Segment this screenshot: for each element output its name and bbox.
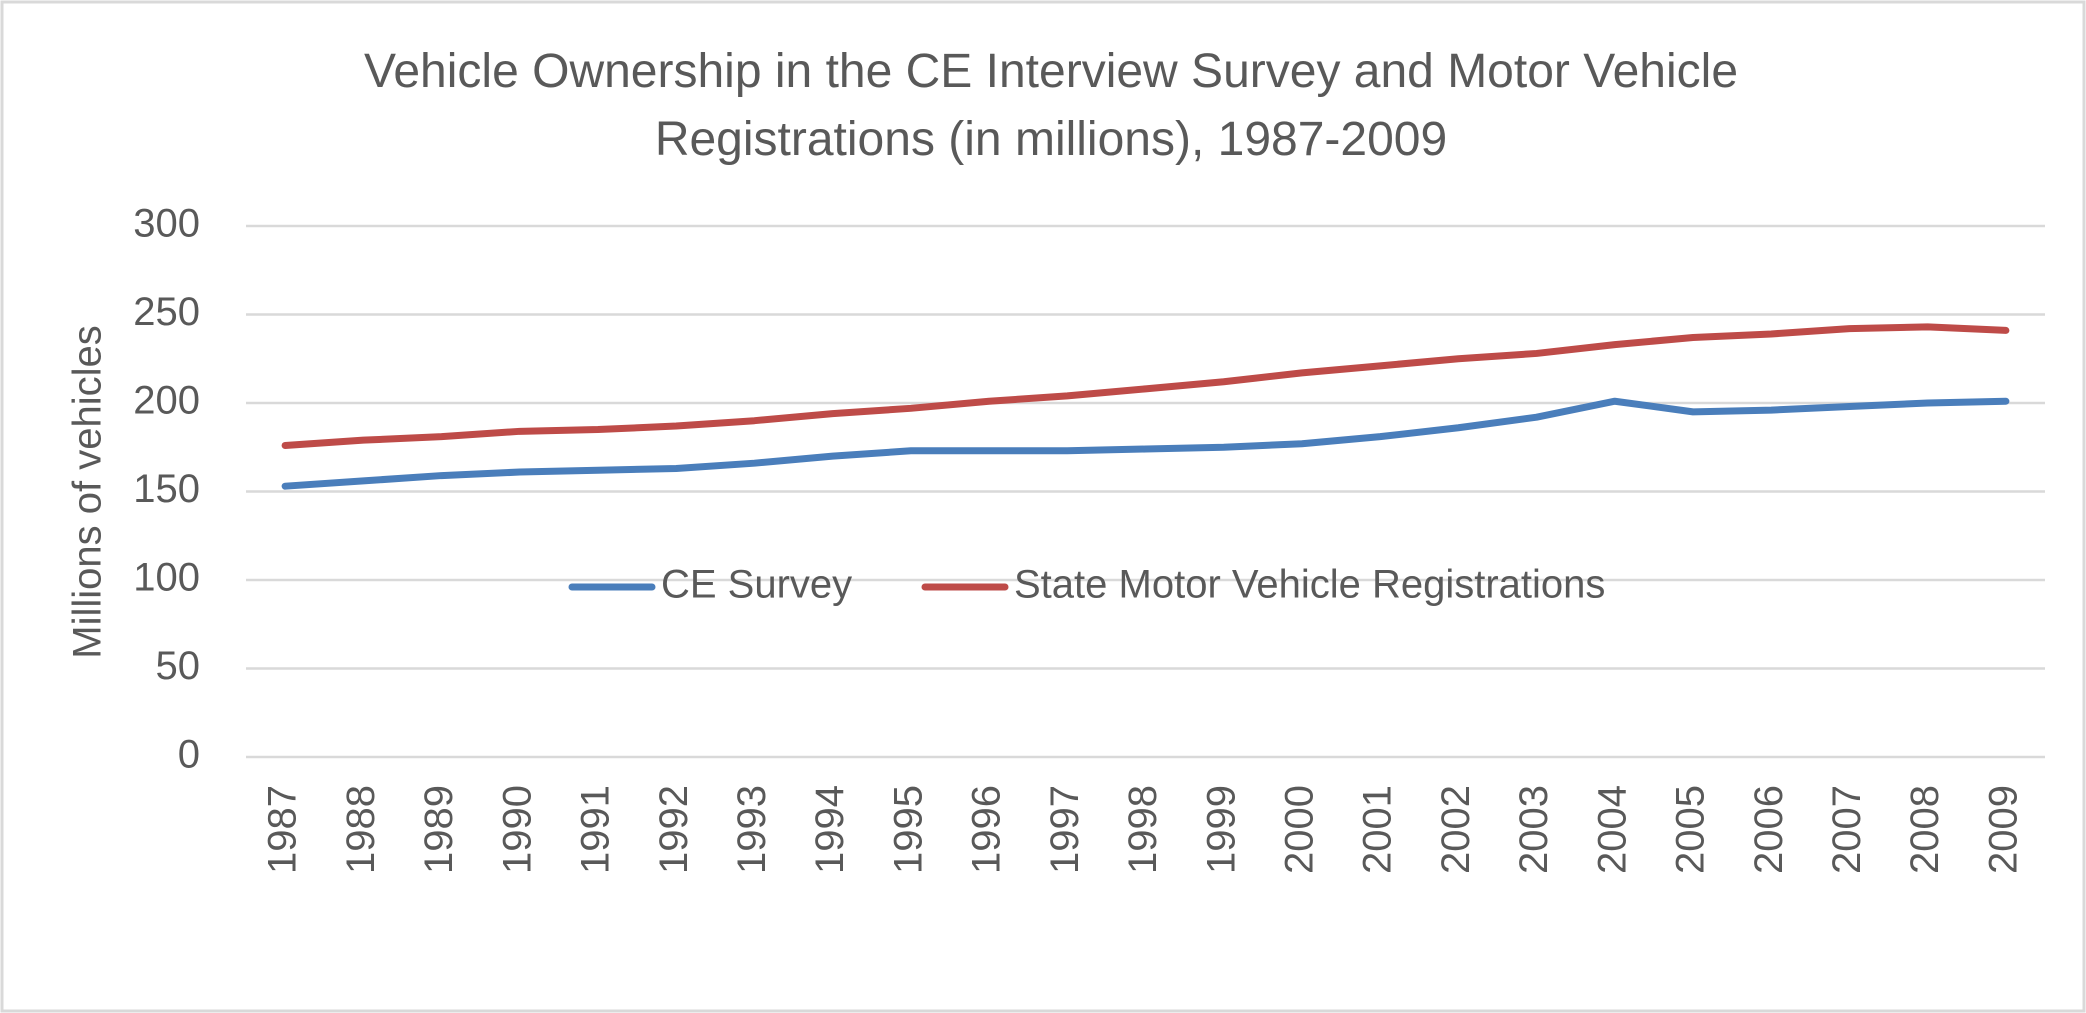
x-tick-label: 1997 — [1043, 785, 1087, 874]
line-series — [281, 397, 2010, 490]
line-series — [281, 323, 2010, 449]
x-tick-label: 1989 — [417, 785, 461, 874]
y-tick-label: 0 — [178, 733, 200, 777]
x-tick-label: 1999 — [1199, 785, 1243, 874]
chart-title: Vehicle Ownership in the CE Interview Su… — [363, 45, 1739, 166]
y-tick-label: 250 — [133, 290, 200, 334]
x-tick-label: 2001 — [1356, 785, 1400, 874]
x-tick-label: 2005 — [1669, 785, 1713, 874]
x-tick-label: 2003 — [1512, 785, 1556, 874]
x-tick-label: 2008 — [1903, 785, 1947, 874]
x-tick-label: 1988 — [339, 785, 383, 874]
x-tick-label: 2000 — [1277, 785, 1321, 874]
legend-label: CE Survey — [661, 563, 852, 607]
x-tick-label: 2004 — [1590, 785, 1634, 874]
y-tick-label: 300 — [133, 202, 200, 246]
x-tick-label: 1991 — [574, 785, 618, 874]
x-tick-label: 1996 — [965, 785, 1009, 874]
x-tick-label: 1987 — [261, 785, 305, 874]
x-tick-label: 1994 — [808, 785, 852, 874]
x-tick-label: 2009 — [1981, 785, 2025, 874]
y-tick-label: 150 — [133, 467, 200, 511]
y-tick-label: 200 — [133, 379, 200, 423]
y-axis-label: Millions of vehicles — [66, 325, 110, 658]
x-tick-label: 1992 — [652, 785, 696, 874]
x-tick-label: 1990 — [495, 785, 539, 874]
y-tick-label: 100 — [133, 556, 200, 600]
x-tick-label: 1995 — [886, 785, 930, 874]
y-tick-label: 50 — [156, 644, 201, 688]
x-tick-label: 2007 — [1825, 785, 1869, 874]
legend-label: State Motor Vehicle Registrations — [1014, 563, 1605, 607]
x-tick-label: 1998 — [1121, 785, 1165, 874]
x-tick-label: 1993 — [730, 785, 774, 874]
x-tick-label: 2006 — [1747, 785, 1791, 874]
x-tick-label: 2002 — [1434, 785, 1478, 874]
